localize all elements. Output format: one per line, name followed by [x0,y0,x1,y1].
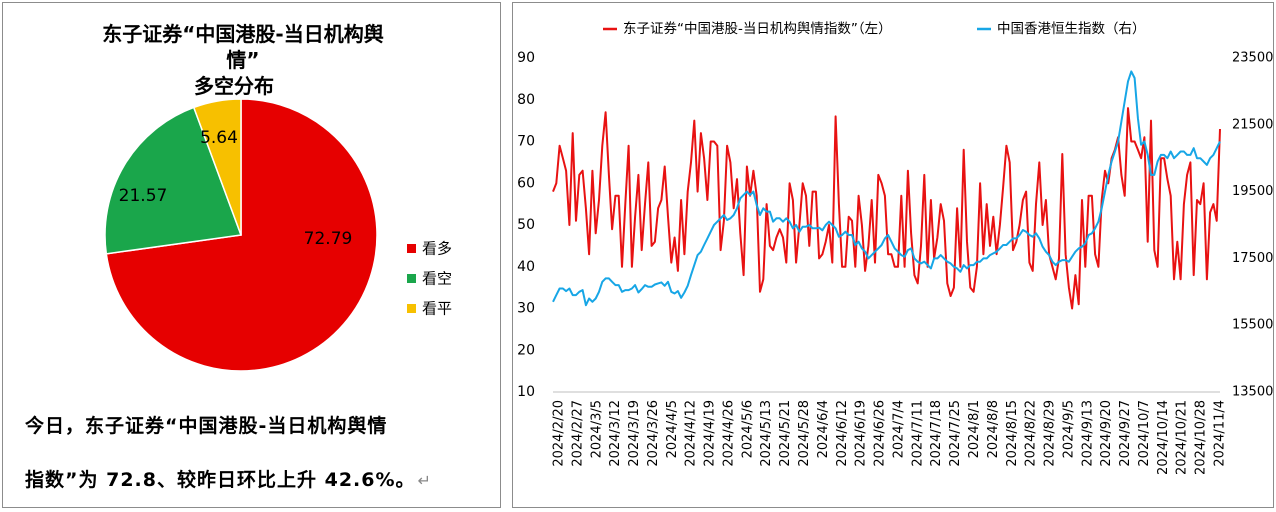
pie-legend-swatch-2 [407,304,416,313]
x-tick-label-0: 2024/2/20 [552,400,567,467]
y-left-tick-1: 20 [517,342,535,358]
x-tick-label-19: 2024/7/11 [910,400,925,467]
y-right-tick-5: 23500 [1232,51,1273,66]
summary-note: 今日，东子证券“中国港股-当日机构舆情 指数”为 72.8、较昨日环比上升 42… [25,399,495,508]
x-tick-label-28: 2024/9/13 [1080,400,1095,467]
x-tick-label-26: 2024/8/29 [1043,400,1058,467]
x-tick-label-34: 2024/10/28 [1194,400,1209,475]
x-tick-label-29: 2024/9/20 [1099,400,1114,467]
y-right-tick-0: 13500 [1232,385,1273,400]
y-right-tick-1: 15500 [1232,318,1273,333]
y-left-tick-4: 50 [517,217,535,233]
x-tick-label-16: 2024/6/19 [854,400,869,467]
x-tick-label-1: 2024/2/27 [570,400,585,467]
x-tick-label-31: 2024/10/7 [1137,400,1152,467]
pie-title: 东子证券“中国港股-当日机构舆 情” 多空分布 [43,21,443,99]
x-tick-label-11: 2024/5/13 [759,400,774,467]
pie-legend-label-0: 看多 [422,240,452,258]
x-tick-label-7: 2024/4/12 [684,400,699,467]
x-tick-label-22: 2024/8/1 [967,400,982,458]
y-left-tick-3: 40 [517,259,535,275]
x-tick-label-12: 2024/5/21 [778,400,793,467]
pie-legend-label-2: 看平 [422,300,452,318]
series-line-0 [552,107,1221,310]
y-left-tick-5: 60 [517,175,535,191]
pie-data-label-0: 72.79 [304,229,353,249]
x-tick-label-23: 2024/8/8 [986,400,1001,458]
y-left-tick-2: 30 [517,301,535,317]
pie-slice-2 [192,98,242,236]
x-tick-label-9: 2024/4/26 [721,400,736,467]
x-tick-label-3: 2024/3/12 [608,400,623,467]
x-tick-label-6: 2024/4/5 [665,400,680,458]
x-tick-label-13: 2024/5/28 [797,400,812,467]
line-chart-panel: 10 20 30 40 50 60 70 80 90 13500 15500 17500 19500 21… [512,2,1274,508]
pie-title-line-1: 东子证券“中国港股-当日机构舆 [102,22,384,46]
x-tick-label-18: 2024/7/4 [891,400,906,458]
x-tick-label-15: 2024/6/12 [835,400,850,467]
pie-legend-swatch-1 [407,274,416,283]
x-tick-label-2: 2024/3/5 [589,400,604,458]
x-tick-label-8: 2024/4/19 [703,400,718,467]
summary-line-1: 今日，东子证券“中国港股-当日机构舆情 [25,415,388,437]
x-tick-label-21: 2024/7/25 [948,400,963,467]
pie-data-label-1: 21.57 [119,186,168,206]
legend-label-0: 东子证券“中国港股-当日机构舆情指数”（左） [623,21,892,37]
x-tick-label-17: 2024/6/26 [873,400,888,467]
x-tick-label-27: 2024/9/5 [1061,400,1076,458]
summary-line-2-text: 指数”为 72.8、较昨日环比上升 42.6%。 [25,469,416,491]
y-left-tick-7: 80 [517,92,535,108]
y-right-tick-4: 21500 [1232,117,1273,132]
pie-legend-label-1: 看空 [422,270,452,288]
return-mark: ↵ [417,471,432,490]
pie-data-label-2: 5.64 [200,128,238,148]
pie-legend-swatch-0 [407,244,416,253]
x-tick-label-30: 2024/9/27 [1118,400,1133,467]
summary-line-2: 指数”为 72.8、较昨日环比上升 42.6%。 ↵ [25,453,495,508]
x-tick-label-4: 2024/3/19 [627,400,642,467]
pie-title-line-3: 多空分布 [194,74,274,98]
x-tick-label-14: 2024/6/4 [816,400,831,458]
x-tick-label-35: 2024/11/4 [1213,400,1228,467]
y-right-tick-3: 19500 [1232,184,1273,199]
x-tick-label-24: 2024/8/15 [1005,400,1020,467]
x-tick-label-33: 2024/10/21 [1175,400,1190,475]
x-tick-label-25: 2024/8/22 [1024,400,1039,467]
y-left-tick-0: 10 [517,384,535,400]
x-tick-label-32: 2024/10/14 [1156,400,1171,475]
pie-title-line-2: 情” [226,48,260,72]
y-left-tick-6: 70 [517,134,535,150]
legend-label-1: 中国香港恒生指数（右） [997,21,1146,37]
line-chart: 10 20 30 40 50 60 70 80 90 13500 15500 17500 19500 21… [517,21,1273,475]
x-tick-label-20: 2024/7/18 [929,400,944,467]
y-left-tick-8: 90 [517,50,535,66]
y-right-tick-2: 17500 [1232,251,1273,266]
x-tick-label-5: 2024/3/26 [646,400,661,467]
series-line-1 [552,70,1221,307]
pie-chart-panel: 东子证券“中国港股-当日机构舆 情” 多空分布 72.79 21.57 5.64 看多… [2,2,501,508]
x-tick-label-10: 2024/5/6 [740,400,755,458]
